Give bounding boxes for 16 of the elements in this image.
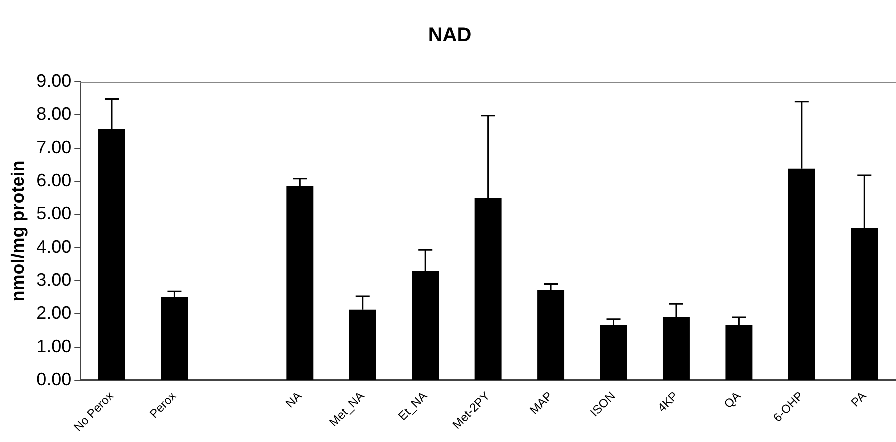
x-tick-label: NA xyxy=(282,389,305,411)
y-tick-label: 0.00 xyxy=(36,369,72,390)
y-tick-label: 5.00 xyxy=(36,204,72,224)
x-tick-label: QA xyxy=(722,389,744,412)
y-tick-label: 6.00 xyxy=(36,170,72,190)
x-tick-label: 4KP xyxy=(655,389,681,416)
y-tick-label: 9.00 xyxy=(36,70,72,91)
y-tick-label: 4.00 xyxy=(36,236,72,257)
y-tick-label: 1.00 xyxy=(36,336,72,356)
y-tick-label: 8.00 xyxy=(36,104,72,124)
y-axis-title: nmol/mg protein xyxy=(8,160,28,302)
chart-title: NAD xyxy=(428,24,472,47)
x-tick-label: PA xyxy=(848,389,870,410)
y-tick-label: 3.00 xyxy=(36,270,72,290)
y-tick-label: 7.00 xyxy=(36,137,72,158)
y-tick-label: 2.00 xyxy=(36,303,72,324)
